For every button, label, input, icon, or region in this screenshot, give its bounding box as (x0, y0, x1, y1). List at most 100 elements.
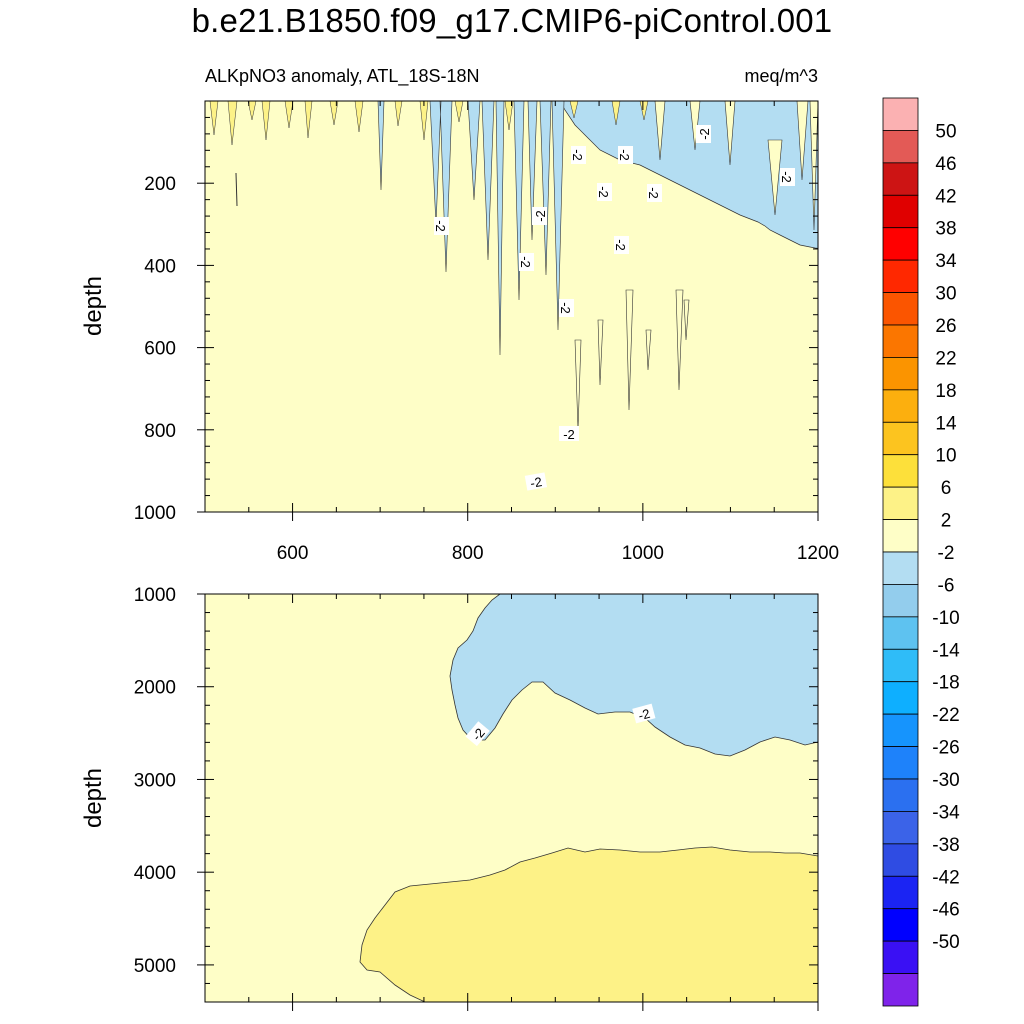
contour-label: -2 (518, 256, 533, 268)
colorbar-label: -46 (932, 900, 959, 921)
contour-label: -2 (617, 149, 632, 161)
contour-label: -2 (779, 171, 794, 183)
y-tick-label: 5000 (134, 956, 176, 977)
x-tick-label: 600 (277, 543, 309, 564)
y-tick-label: 1000 (134, 585, 176, 606)
y-tick-label: 200 (144, 174, 176, 195)
bottom-fill-negative-region (449, 594, 818, 757)
colorbar-swatch (882, 389, 919, 423)
bottom-axis-ticks: 1000 2000 3000 4000 5000 (134, 585, 819, 1011)
top-surface-positive-streaks (209, 101, 649, 146)
colorbar-label: -38 (932, 835, 959, 856)
colorbar: 50 46 42 38 34 30 26 22 18 14 10 6 2 -2 -6 -10 -14 -18 -22… (882, 97, 960, 1007)
top-y-axis-title: depth (80, 276, 107, 336)
colorbar-swatch (882, 616, 919, 650)
colorbar-swatch (882, 648, 919, 683)
bottom-panel: -2 -2 1000 2000 3000 4000 5000 depth (80, 585, 819, 1011)
y-tick-label: 400 (144, 256, 176, 277)
colorbar-label: -34 (932, 802, 960, 823)
contour-label: -2 (570, 149, 585, 161)
colorbar-swatch (882, 940, 919, 974)
colorbar-label: -50 (932, 932, 959, 953)
colorbar-label: -22 (932, 705, 959, 726)
y-tick-label: 4000 (134, 863, 176, 884)
contour-label: -2 (433, 220, 448, 232)
x-tick-label: 800 (452, 543, 484, 564)
colorbar-label: -26 (932, 738, 959, 759)
colorbar-label: -10 (932, 608, 959, 629)
x-tick-label: 1200 (797, 543, 839, 564)
top-subtitle-left: ALKpNO3 anomaly, ATL_18S-18N (205, 66, 479, 87)
contour-label: -2 (697, 128, 712, 140)
contour-label: -2 (596, 186, 611, 198)
colorbar-swatch (882, 778, 919, 812)
bottom-fill-positive-region (359, 846, 818, 1002)
colorbar-label: 38 (935, 219, 956, 240)
colorbar-label: -6 (938, 575, 955, 596)
colorbar-label: -2 (938, 543, 955, 564)
top-streaks-negative (377, 101, 565, 356)
top-panel: ALKpNO3 anomaly, ATL_18S-18N meq/m^3 -2 … (80, 66, 839, 564)
x-tick-label: 1000 (622, 543, 664, 564)
bottom-contour-label-right: -2 (632, 703, 656, 724)
colorbar-swatch (882, 584, 919, 618)
bottom-y-axis-title: depth (80, 768, 107, 828)
top-isoline (235, 172, 238, 207)
colorbar-swatch (882, 908, 919, 942)
colorbar-swatch (882, 843, 919, 877)
top-contour-labels: -2 -2 -2 -2 -2 -2 -2 -2 -2 -2 -2 -2 -2 (433, 125, 795, 491)
colorbar-swatch (882, 875, 919, 910)
colorbar-swatch (882, 259, 919, 293)
colorbar-label: 30 (935, 284, 956, 305)
colorbar-swatch (882, 454, 919, 488)
colorbar-label: 18 (935, 381, 956, 402)
y-tick-label: 2000 (134, 678, 176, 699)
colorbar-swatch (882, 681, 919, 715)
contour-label: -2 (613, 239, 628, 251)
colorbar-swatch (882, 194, 919, 229)
contour-label: -2 (646, 187, 661, 199)
colorbar-swatch (882, 130, 919, 164)
y-tick-label: 800 (144, 421, 176, 442)
y-tick-label: 3000 (134, 770, 176, 791)
contour-label: -2 (563, 427, 575, 442)
contour-label: -2 (529, 474, 543, 491)
colorbar-label: 50 (935, 121, 956, 142)
colorbar-swatch (882, 421, 919, 456)
bottom-contour-label-left: -2 (465, 721, 490, 747)
colorbar-label: 6 (941, 478, 952, 499)
colorbar-swatch (882, 713, 919, 747)
colorbar-swatch (882, 162, 919, 196)
colorbar-label: 10 (935, 446, 956, 467)
colorbar-swatch (882, 97, 919, 131)
colorbar-label: -14 (932, 640, 960, 661)
y-tick-label: 600 (144, 339, 176, 360)
colorbar-label: 2 (941, 511, 952, 532)
y-tick-label: 1000 (134, 503, 176, 524)
colorbar-label: 22 (935, 348, 956, 369)
colorbar-label: 46 (935, 154, 956, 175)
colorbar-label: 26 (935, 316, 956, 337)
top-fill-negative-region (559, 101, 818, 512)
colorbar-label: 34 (935, 251, 957, 272)
colorbar-swatch (882, 973, 919, 1007)
colorbar-swatch (882, 357, 919, 391)
colorbar-swatch (882, 324, 919, 358)
colorbar-label: 14 (935, 413, 957, 434)
contour-label: -2 (637, 706, 652, 723)
colorbar-swatch (882, 811, 919, 845)
colorbar-swatch (882, 746, 919, 780)
colorbar-swatch (882, 519, 919, 553)
colorbar-label: -42 (932, 867, 959, 888)
colorbar-swatch (882, 551, 919, 585)
chart-title: b.e21.B1850.f09_g17.CMIP6-piControl.001 (191, 2, 833, 39)
contour-label: -2 (558, 302, 573, 314)
colorbar-label: -18 (932, 673, 959, 694)
top-subtitle-right: meq/m^3 (745, 66, 818, 86)
colorbar-label: 42 (935, 186, 956, 207)
colorbar-label: -30 (932, 770, 959, 791)
colorbar-swatch (882, 486, 919, 520)
contour-label: -2 (533, 210, 548, 222)
top-axis-ticks: 600 800 1000 1200 200 400 600 800 1000 (134, 100, 839, 564)
